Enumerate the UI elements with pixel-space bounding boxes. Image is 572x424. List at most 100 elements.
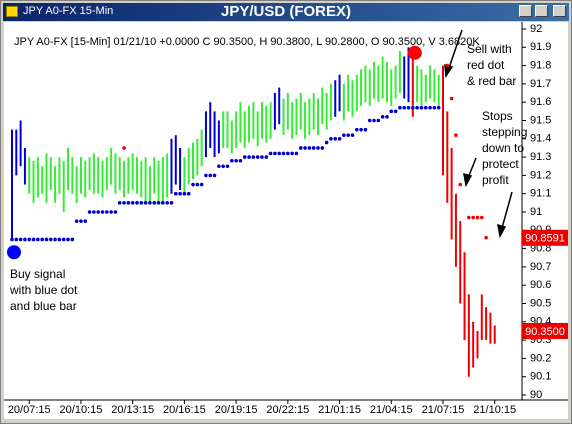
stop-dot: [311, 146, 316, 150]
stop-dot: [423, 105, 428, 110]
stop-dot: [432, 105, 437, 110]
stop-dot: [484, 235, 488, 240]
stop-dot: [31, 237, 36, 242]
stop-dot: [415, 105, 419, 110]
stop-dot: [36, 237, 40, 242]
stop-dot: [376, 118, 381, 123]
stop-dot: [182, 191, 187, 196]
stop-dot: [186, 191, 191, 196]
stop-dot: [316, 146, 320, 150]
stop-dot: [79, 219, 83, 223]
y-tick-label: 91.3: [530, 151, 551, 163]
signal-dot: [7, 245, 21, 260]
annotation: protect: [482, 157, 519, 171]
x-tick-label: 20/16:15: [163, 404, 206, 416]
x-tick-label: 21/01:15: [318, 404, 361, 416]
price-label-box: [522, 229, 568, 246]
y-tick-label: 90.1: [530, 371, 551, 383]
stop-dot: [294, 151, 299, 156]
stop-dot: [100, 210, 105, 214]
stop-dot: [48, 237, 53, 242]
stop-dot: [139, 201, 144, 205]
stop-dot: [273, 151, 277, 156]
stop-dot: [83, 219, 88, 223]
annotation: stepping: [482, 125, 527, 139]
stop-dot: [359, 127, 363, 132]
stop-dot: [389, 109, 394, 114]
y-tick-label: 91.4: [530, 133, 551, 145]
y-tick-label: 90.6: [530, 279, 551, 291]
arrows: [444, 29, 513, 239]
annotation: red dot: [467, 58, 505, 72]
price-label-box: [522, 322, 568, 339]
stop-dot: [458, 182, 463, 187]
stop-dot: [195, 182, 200, 187]
stop-dot: [264, 155, 269, 159]
stop-dot: [208, 173, 213, 178]
chart: JPY A0-FX [15-Min] 01/21/10 +0.0000 C 90…: [4, 22, 568, 419]
stop-dot: [18, 237, 23, 242]
stop-dot: [96, 210, 100, 214]
stop-dot: [350, 133, 355, 137]
stop-dot: [70, 237, 75, 242]
x-tick-label: 20/10:15: [60, 404, 103, 416]
stop-dot: [380, 115, 385, 119]
stop-dot: [251, 155, 256, 159]
x-tick-label: 20/07:15: [8, 404, 51, 416]
stop-dot: [74, 219, 79, 223]
stop-dot: [260, 155, 264, 159]
arrow: [448, 29, 463, 69]
stop-dot: [398, 105, 402, 110]
stop-dot: [53, 237, 57, 242]
y-tick-label: 91.7: [530, 78, 551, 90]
stop-dot: [298, 146, 303, 150]
stop-dot: [320, 146, 325, 150]
stop-dot: [281, 151, 286, 156]
stop-dot: [14, 237, 19, 242]
stop-dot: [217, 164, 221, 169]
x-tick-label: 21/04:15: [370, 404, 413, 416]
stop-dot: [23, 237, 27, 242]
maximize-button[interactable]: [535, 5, 548, 17]
stop-dot: [169, 201, 174, 205]
y-tick-label: 91.8: [530, 60, 551, 72]
window-subtitle: JPY A0-FX 15-Min: [23, 5, 114, 17]
signal-dot: [407, 45, 422, 60]
annotation: & red bar: [467, 74, 516, 88]
stop-dot: [109, 210, 113, 214]
y-tick-label: 90.2: [530, 352, 551, 364]
stop-dot: [199, 182, 204, 187]
arrow: [501, 191, 513, 229]
stop-dot: [467, 215, 471, 220]
stop-dot: [454, 133, 458, 137]
stop-dot: [126, 201, 131, 205]
stop-dot: [225, 164, 230, 169]
close-button[interactable]: [553, 5, 566, 17]
stop-dot: [105, 210, 109, 214]
stop-dot: [221, 164, 225, 169]
minimize-button[interactable]: [519, 5, 532, 17]
stop-dot: [40, 237, 44, 242]
stop-dot: [333, 137, 338, 141]
x-tick-label: 21/10:15: [473, 404, 516, 416]
stop-dot: [406, 105, 411, 110]
stop-dot: [178, 191, 182, 196]
price-label: 90.8591: [525, 233, 565, 245]
stop-dot: [238, 158, 243, 163]
stop-dot: [135, 201, 139, 205]
window-title: JPY/USD (FOREX): [220, 3, 352, 20]
stop-dot: [471, 215, 475, 220]
stop-dot: [92, 210, 96, 214]
stop-dot: [161, 201, 165, 205]
stop-dot: [286, 151, 290, 156]
stop-dot: [122, 201, 126, 205]
stop-dot: [148, 201, 152, 205]
stop-dot: [117, 201, 122, 205]
stop-dot: [355, 127, 359, 132]
annotation: profit: [482, 173, 509, 187]
x-tick-label: 21/07:15: [422, 404, 465, 416]
stop-dot: [436, 105, 441, 110]
annotation: and blue bar: [10, 299, 77, 313]
y-tick-label: 90.7: [530, 261, 551, 273]
stop-dot: [324, 140, 329, 145]
